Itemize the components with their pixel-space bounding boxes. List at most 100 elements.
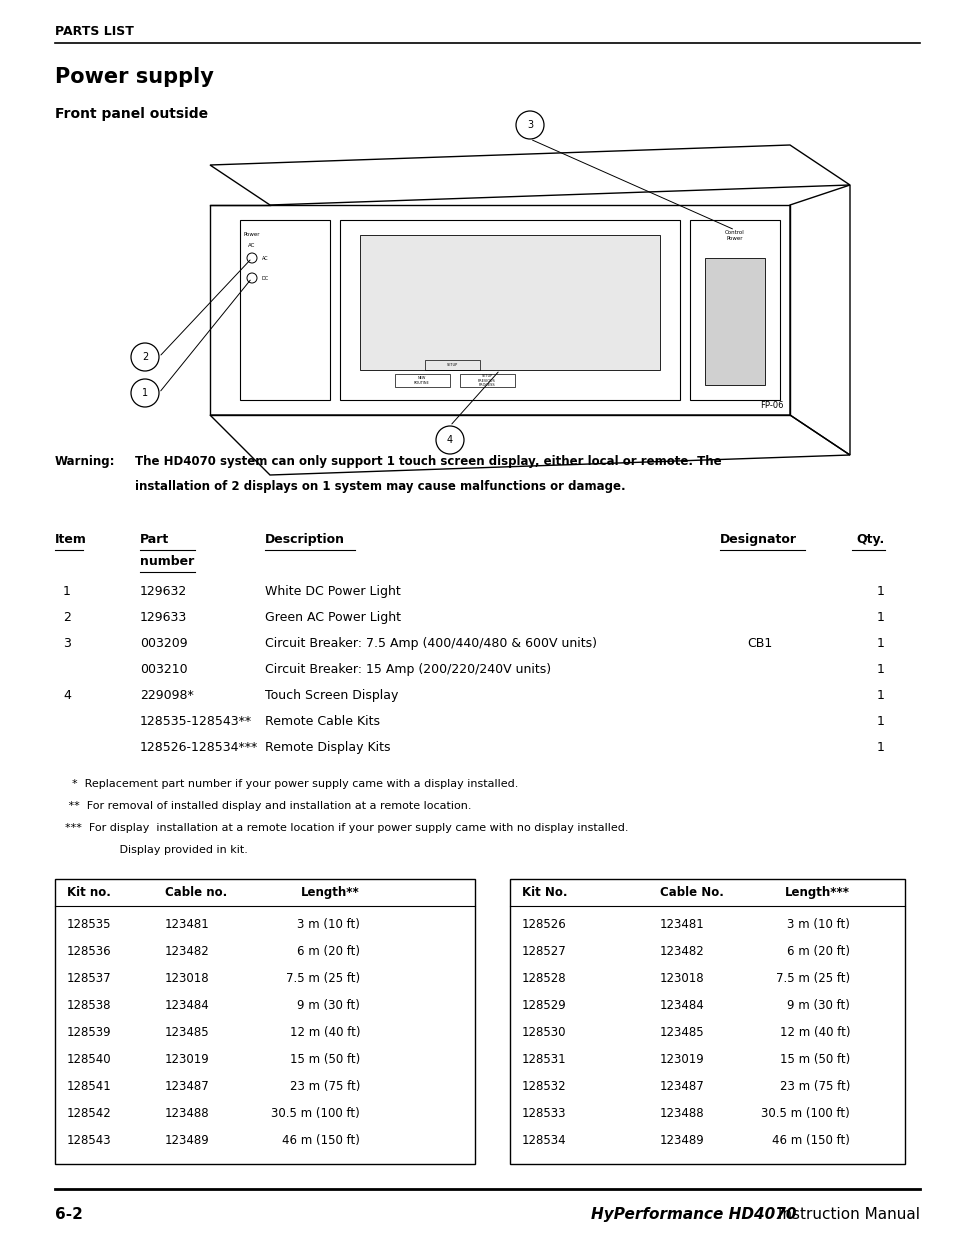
- Text: 3 m (10 ft): 3 m (10 ft): [296, 918, 359, 931]
- Bar: [704, 258, 764, 385]
- Text: 128528: 128528: [521, 972, 566, 986]
- Text: 9 m (30 ft): 9 m (30 ft): [786, 999, 849, 1011]
- Text: 12 m (40 ft): 12 m (40 ft): [779, 1026, 849, 1039]
- Text: 123019: 123019: [659, 1053, 704, 1066]
- Text: 123018: 123018: [165, 972, 210, 986]
- Bar: [689, 220, 780, 400]
- Text: Item: Item: [55, 534, 87, 546]
- Text: 15 m (50 ft): 15 m (50 ft): [779, 1053, 849, 1066]
- Text: 123481: 123481: [165, 918, 210, 931]
- Text: 23 m (75 ft): 23 m (75 ft): [779, 1079, 849, 1093]
- Text: 1: 1: [876, 611, 884, 624]
- Text: Cable no.: Cable no.: [165, 885, 227, 899]
- Text: 128534: 128534: [521, 1134, 566, 1147]
- Bar: [240, 220, 330, 400]
- Text: AC: AC: [262, 256, 269, 261]
- Text: *  Replacement part number if your power supply came with a display installed.: * Replacement part number if your power …: [65, 779, 517, 789]
- Text: 9 m (30 ft): 9 m (30 ft): [296, 999, 359, 1011]
- Text: SETUP
PREVIOUS
PROCESS: SETUP PREVIOUS PROCESS: [477, 374, 496, 387]
- Text: CB1: CB1: [746, 637, 772, 650]
- Text: 123489: 123489: [659, 1134, 704, 1147]
- Bar: [395, 374, 450, 387]
- Text: 123484: 123484: [165, 999, 210, 1011]
- Text: 128531: 128531: [521, 1053, 566, 1066]
- Text: Control
Power: Control Power: [724, 230, 744, 241]
- Text: 1: 1: [876, 585, 884, 598]
- Text: 003209: 003209: [140, 637, 188, 650]
- Text: Touch Screen Display: Touch Screen Display: [265, 689, 398, 701]
- Text: 4: 4: [63, 689, 71, 701]
- Text: number: number: [140, 555, 194, 568]
- Text: 128530: 128530: [521, 1026, 566, 1039]
- Text: Remote Cable Kits: Remote Cable Kits: [265, 715, 379, 727]
- Text: 123482: 123482: [165, 945, 210, 958]
- Text: 123481: 123481: [659, 918, 704, 931]
- Bar: [359, 235, 659, 370]
- Text: 128535-128543**: 128535-128543**: [140, 715, 252, 727]
- Text: 7.5 m (25 ft): 7.5 m (25 ft): [775, 972, 849, 986]
- Text: SETUP: SETUP: [446, 363, 457, 367]
- Bar: [55, 879, 475, 1165]
- Text: 123018: 123018: [659, 972, 704, 986]
- Text: 3: 3: [526, 120, 533, 130]
- Text: 128539: 128539: [67, 1026, 112, 1039]
- Text: Display provided in kit.: Display provided in kit.: [95, 845, 248, 855]
- Text: 12 m (40 ft): 12 m (40 ft): [289, 1026, 359, 1039]
- Text: 123488: 123488: [165, 1107, 210, 1120]
- Text: 3: 3: [63, 637, 71, 650]
- Text: Instruction Manual: Instruction Manual: [772, 1207, 919, 1221]
- Text: 4: 4: [446, 435, 453, 445]
- Text: 1: 1: [876, 689, 884, 701]
- Text: 123485: 123485: [659, 1026, 704, 1039]
- Text: Power: Power: [244, 232, 260, 237]
- Text: 7.5 m (25 ft): 7.5 m (25 ft): [286, 972, 359, 986]
- Text: 129632: 129632: [140, 585, 187, 598]
- Text: 128541: 128541: [67, 1079, 112, 1093]
- Text: 129633: 129633: [140, 611, 187, 624]
- Bar: [510, 879, 904, 1165]
- Text: 3 m (10 ft): 3 m (10 ft): [786, 918, 849, 931]
- Text: 6 m (20 ft): 6 m (20 ft): [786, 945, 849, 958]
- Text: The HD4070 system can only support 1 touch screen display, either local or remot: The HD4070 system can only support 1 tou…: [135, 454, 720, 468]
- Text: 46 m (150 ft): 46 m (150 ft): [771, 1134, 849, 1147]
- Bar: [459, 374, 515, 387]
- Text: Part: Part: [140, 534, 169, 546]
- Text: 1: 1: [876, 663, 884, 676]
- Text: AC: AC: [248, 243, 255, 248]
- Text: Remote Display Kits: Remote Display Kits: [265, 741, 390, 755]
- Text: Circuit Breaker: 7.5 Amp (400/440/480 & 600V units): Circuit Breaker: 7.5 Amp (400/440/480 & …: [265, 637, 597, 650]
- Text: 128532: 128532: [521, 1079, 566, 1093]
- Text: 003210: 003210: [140, 663, 188, 676]
- Circle shape: [131, 343, 159, 370]
- Text: 30.5 m (100 ft): 30.5 m (100 ft): [760, 1107, 849, 1120]
- Text: installation of 2 displays on 1 system may cause malfunctions or damage.: installation of 2 displays on 1 system m…: [135, 480, 625, 493]
- Text: 123487: 123487: [165, 1079, 210, 1093]
- Text: Description: Description: [265, 534, 345, 546]
- Text: 1: 1: [876, 637, 884, 650]
- Text: 1: 1: [876, 715, 884, 727]
- Text: ***  For display  installation at a remote location if your power supply came wi: *** For display installation at a remote…: [65, 823, 628, 832]
- Text: 229098*: 229098*: [140, 689, 193, 701]
- Text: 6-2: 6-2: [55, 1207, 83, 1221]
- Text: Front panel outside: Front panel outside: [55, 107, 208, 121]
- Circle shape: [436, 426, 463, 454]
- Bar: [339, 220, 679, 400]
- Text: White DC Power Light: White DC Power Light: [265, 585, 400, 598]
- Text: 1: 1: [142, 388, 148, 398]
- Text: 128537: 128537: [67, 972, 112, 986]
- Text: Kit No.: Kit No.: [521, 885, 567, 899]
- Text: Power supply: Power supply: [55, 67, 213, 86]
- Text: 128542: 128542: [67, 1107, 112, 1120]
- Text: Warning:: Warning:: [55, 454, 115, 468]
- Text: Cable No.: Cable No.: [659, 885, 723, 899]
- Text: 128535: 128535: [67, 918, 112, 931]
- Text: 123487: 123487: [659, 1079, 704, 1093]
- Text: 123485: 123485: [165, 1026, 210, 1039]
- Text: **  For removal of installed display and installation at a remote location.: ** For removal of installed display and …: [65, 802, 471, 811]
- Text: HyPerformance HD4070: HyPerformance HD4070: [590, 1207, 796, 1221]
- Text: 128529: 128529: [521, 999, 566, 1011]
- Text: Designator: Designator: [720, 534, 796, 546]
- Text: NEW
ROUTINE: NEW ROUTINE: [414, 377, 430, 385]
- Text: Circuit Breaker: 15 Amp (200/220/240V units): Circuit Breaker: 15 Amp (200/220/240V un…: [265, 663, 551, 676]
- Text: Kit no.: Kit no.: [67, 885, 111, 899]
